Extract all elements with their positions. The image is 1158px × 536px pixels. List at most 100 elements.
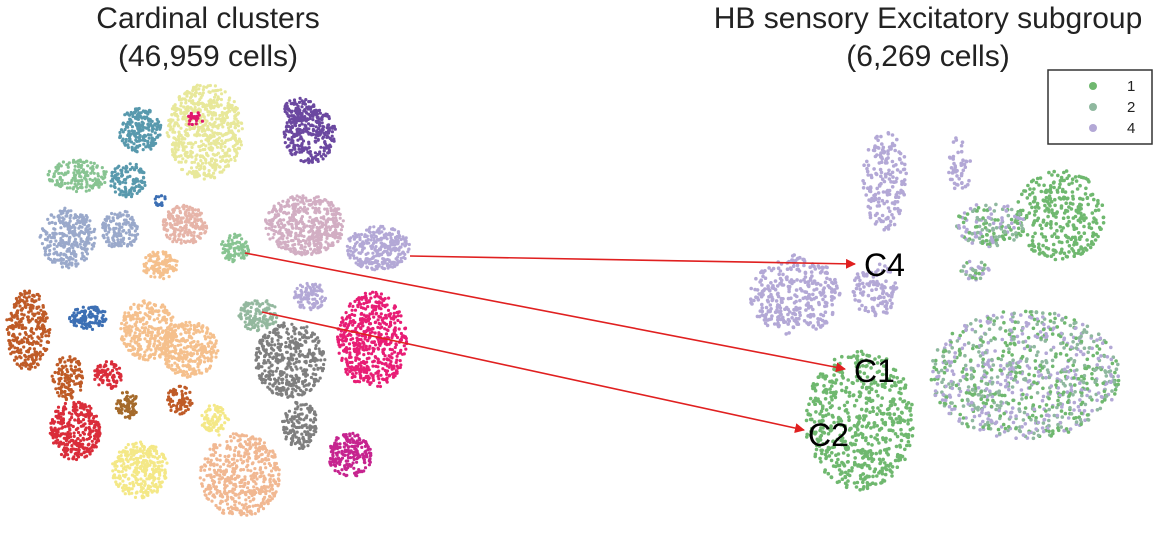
scatter-point bbox=[194, 372, 198, 376]
scatter-point bbox=[50, 178, 54, 182]
scatter-point bbox=[220, 119, 224, 123]
scatter-point bbox=[149, 348, 153, 352]
scatter-point bbox=[123, 323, 127, 327]
scatter-point bbox=[119, 378, 123, 382]
scatter-point bbox=[212, 111, 216, 115]
scatter-point bbox=[27, 320, 31, 324]
scatter-point bbox=[76, 182, 81, 186]
scatter-point bbox=[63, 171, 67, 175]
scatter-point bbox=[184, 353, 188, 357]
scatter-point bbox=[68, 186, 72, 190]
scatter-point bbox=[114, 384, 118, 388]
scatter-point bbox=[133, 331, 137, 335]
scatter-point bbox=[58, 231, 62, 236]
scatter-point bbox=[252, 321, 256, 325]
scatter-point bbox=[194, 91, 198, 95]
scatter-point bbox=[323, 114, 327, 118]
scatter-point bbox=[150, 129, 154, 133]
scatter-point bbox=[21, 363, 25, 367]
scatter-point bbox=[153, 336, 157, 340]
scatter-point bbox=[168, 259, 172, 263]
scatter-point bbox=[101, 226, 105, 230]
scatter-point bbox=[203, 221, 207, 225]
scatter-point bbox=[233, 158, 237, 163]
scatter-point bbox=[34, 327, 39, 331]
scatter-point bbox=[18, 332, 22, 336]
scatter-point bbox=[396, 241, 400, 245]
scatter-point bbox=[196, 208, 200, 212]
scatter-point bbox=[40, 242, 45, 246]
scatter-point bbox=[29, 365, 34, 369]
scatter-point bbox=[199, 164, 203, 168]
scatter-point bbox=[166, 343, 170, 347]
scatter-point bbox=[56, 363, 60, 367]
scatter-point bbox=[198, 236, 202, 240]
scatter-point bbox=[188, 374, 192, 378]
scatter-point bbox=[56, 438, 60, 442]
scatter-point bbox=[165, 317, 169, 322]
scatter-point bbox=[172, 329, 176, 334]
scatter-point bbox=[70, 444, 74, 448]
scatter-point bbox=[355, 233, 359, 237]
scatter-point bbox=[326, 246, 330, 250]
scatter-point bbox=[210, 174, 214, 178]
scatter-point bbox=[249, 321, 253, 325]
scatter-point bbox=[219, 132, 223, 136]
scatter-point bbox=[196, 218, 200, 223]
scatter-point bbox=[220, 122, 224, 126]
scatter-point bbox=[83, 428, 87, 432]
scatter-point bbox=[201, 112, 205, 117]
scatter-point bbox=[370, 256, 374, 260]
scatter-point bbox=[145, 126, 149, 130]
scatter-point bbox=[142, 269, 146, 273]
scatter-point bbox=[93, 377, 97, 381]
scatter-point bbox=[267, 307, 271, 311]
scatter-point bbox=[88, 452, 92, 456]
scatter-point bbox=[163, 308, 167, 312]
scatter-point bbox=[82, 438, 86, 442]
scatter-point bbox=[179, 101, 183, 105]
scatter-point bbox=[56, 409, 60, 413]
scatter-point bbox=[168, 222, 172, 226]
scatter-point bbox=[220, 113, 224, 117]
scatter-point bbox=[57, 219, 62, 223]
scatter-point bbox=[350, 253, 354, 257]
scatter-point bbox=[308, 215, 312, 219]
scatter-point bbox=[71, 424, 75, 429]
scatter-point bbox=[67, 411, 71, 415]
scatter-point bbox=[309, 247, 313, 251]
scatter-point bbox=[272, 232, 276, 236]
scatter-point bbox=[210, 104, 214, 108]
scatter-point bbox=[286, 137, 291, 141]
scatter-point bbox=[171, 240, 175, 244]
scatter-point bbox=[281, 199, 285, 203]
scatter-point bbox=[168, 266, 172, 270]
scatter-point bbox=[74, 457, 79, 462]
scatter-point bbox=[112, 375, 116, 379]
scatter-point bbox=[160, 303, 164, 307]
scatter-point bbox=[374, 235, 378, 239]
scatter-point bbox=[328, 136, 332, 141]
scatter-point bbox=[306, 150, 310, 154]
scatter-point bbox=[81, 239, 85, 243]
scatter-point bbox=[195, 165, 199, 169]
scatter-point bbox=[178, 225, 183, 229]
scatter-point bbox=[403, 240, 407, 244]
scatter-point bbox=[14, 325, 18, 329]
scatter-point bbox=[130, 192, 134, 196]
scatter-point bbox=[36, 335, 40, 339]
scatter-point bbox=[70, 438, 74, 442]
scatter-point bbox=[127, 348, 131, 352]
scatter-point bbox=[196, 129, 200, 133]
scatter-point bbox=[85, 252, 90, 256]
scatter-point bbox=[318, 199, 322, 203]
scatter-point bbox=[175, 222, 179, 227]
scatter-point bbox=[173, 122, 177, 126]
scatter-point bbox=[133, 311, 138, 315]
scatter-point bbox=[307, 293, 311, 298]
scatter-point bbox=[52, 236, 57, 240]
scatter-point bbox=[289, 141, 293, 145]
scatter-point bbox=[348, 256, 352, 260]
scatter-point bbox=[151, 127, 155, 131]
scatter-point bbox=[341, 219, 345, 223]
